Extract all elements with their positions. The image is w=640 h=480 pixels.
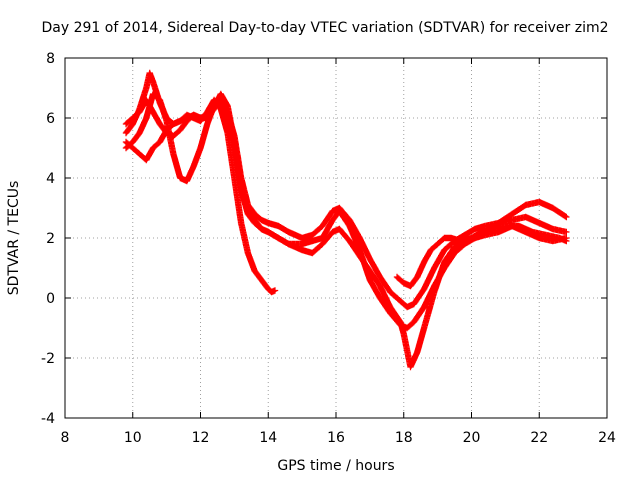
x-tick-label: 8 xyxy=(61,430,70,446)
x-tick-label: 14 xyxy=(259,430,277,446)
y-tick-label: 8 xyxy=(46,51,55,67)
y-tick-label: 4 xyxy=(46,171,55,187)
y-tick-label: 2 xyxy=(46,231,55,247)
y-axis-ticks: -4 -2 0 2 4 6 8 xyxy=(41,51,607,427)
x-axis-ticks: 8 10 12 14 16 18 20 22 24 xyxy=(61,58,616,446)
data-series xyxy=(122,69,570,371)
x-tick-label: 12 xyxy=(192,430,210,446)
y-tick-label: 6 xyxy=(46,111,55,127)
series-markers xyxy=(393,222,570,290)
x-axis-title: GPS time / hours xyxy=(277,458,394,474)
x-tick-label: 16 xyxy=(327,430,345,446)
chart-title: Day 291 of 2014, Sidereal Day-to-day VTE… xyxy=(42,20,609,36)
x-tick-label: 22 xyxy=(530,430,548,446)
series-track-b xyxy=(122,90,570,332)
x-tick-label: 24 xyxy=(598,430,616,446)
series-track-c xyxy=(122,96,570,311)
y-axis-title: SDTVAR / TECUs xyxy=(6,181,22,296)
series-markers xyxy=(122,90,570,332)
x-tick-label: 20 xyxy=(463,430,481,446)
series-markers xyxy=(122,96,570,311)
y-tick-label: 0 xyxy=(46,291,55,307)
series-track-e xyxy=(393,222,570,290)
x-tick-label: 18 xyxy=(395,430,413,446)
y-tick-label: -2 xyxy=(41,351,55,367)
x-tick-label: 10 xyxy=(124,430,142,446)
y-tick-label: -4 xyxy=(41,411,55,427)
